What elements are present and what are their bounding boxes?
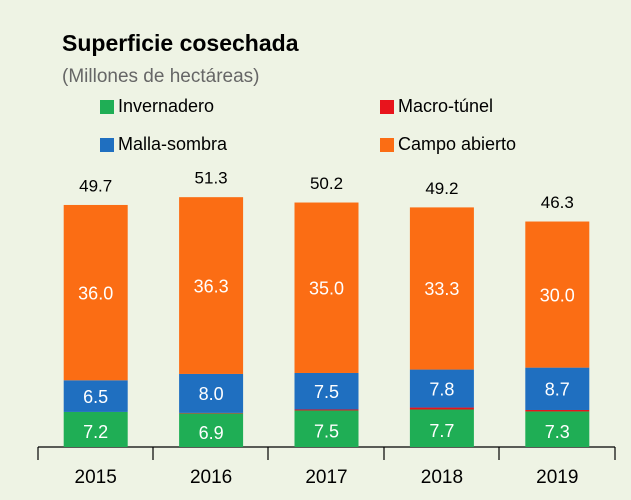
data-label: 30.0: [540, 285, 575, 305]
bar-segment: [525, 221, 590, 368]
bar-segment: [409, 407, 474, 410]
bar-segment: [179, 373, 244, 413]
data-label: 7.7: [429, 421, 454, 441]
total-label: 50.2: [310, 174, 343, 193]
legend-label: Macro-túnel: [398, 96, 493, 116]
chart-subtitle: (Millones de hectáreas): [62, 66, 259, 87]
bar-segment: [525, 411, 590, 447]
data-label: 7.5: [314, 382, 339, 402]
legend-label: Malla-sombra: [118, 134, 228, 154]
bar-segment: [179, 413, 244, 447]
bar-segment: [179, 197, 244, 374]
bar-segment: [525, 409, 590, 412]
bar-segment: [294, 410, 359, 447]
data-label: 36.3: [194, 276, 229, 296]
data-label: 8.0: [199, 384, 224, 404]
x-tick-label: 2016: [190, 467, 232, 488]
data-label: 35.0: [309, 279, 344, 299]
data-label: 8.7: [545, 380, 570, 400]
data-label: 7.5: [314, 421, 339, 441]
bar-segment: [409, 369, 474, 408]
legend-swatch: [100, 138, 114, 152]
data-label: 33.3: [424, 279, 459, 299]
data-label: 6.9: [199, 423, 224, 443]
legend-swatch: [100, 100, 114, 114]
bar-segment: [63, 380, 128, 412]
x-tick-label: 2017: [305, 467, 347, 488]
total-label: 46.3: [541, 193, 574, 212]
legend-label: Invernadero: [118, 96, 214, 116]
bar-segment: [294, 372, 359, 410]
bar-segment: [63, 411, 128, 447]
total-label: 49.7: [79, 176, 112, 195]
bar-segment: [409, 207, 474, 370]
bar-segment: [294, 202, 359, 373]
total-label: 51.3: [195, 169, 228, 188]
legend-swatch: [380, 138, 394, 152]
x-tick-label: 2015: [75, 467, 117, 488]
legend-label: Campo abierto: [398, 134, 516, 154]
bar-segment: [294, 409, 359, 411]
data-label: 7.3: [545, 422, 570, 442]
data-label: 7.2: [83, 422, 108, 442]
x-tick-label: 2019: [536, 467, 578, 488]
data-label: 36.0: [78, 283, 113, 303]
bar-segment: [63, 204, 128, 381]
x-tick-label: 2018: [421, 467, 463, 488]
legend-swatch: [380, 100, 394, 114]
data-label: 6.5: [83, 387, 108, 407]
chart-title: Superficie cosechada: [62, 30, 299, 56]
total-label: 49.2: [425, 179, 458, 198]
bar-segment: [409, 409, 474, 447]
bar-segment: [525, 367, 590, 410]
data-label: 7.8: [429, 379, 454, 399]
